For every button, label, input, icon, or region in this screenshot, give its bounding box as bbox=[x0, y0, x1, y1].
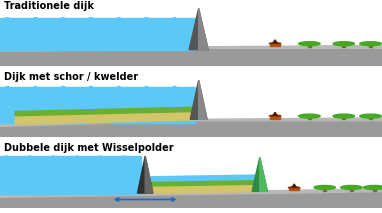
Polygon shape bbox=[0, 87, 195, 123]
Circle shape bbox=[364, 186, 382, 189]
Polygon shape bbox=[151, 184, 256, 193]
Circle shape bbox=[299, 42, 320, 46]
Polygon shape bbox=[260, 157, 267, 191]
Bar bbox=[369, 118, 372, 119]
Polygon shape bbox=[269, 115, 281, 116]
Bar bbox=[350, 189, 353, 191]
Polygon shape bbox=[288, 186, 300, 188]
Polygon shape bbox=[0, 48, 382, 65]
Circle shape bbox=[360, 42, 381, 46]
Polygon shape bbox=[15, 111, 195, 124]
Polygon shape bbox=[0, 47, 199, 51]
Circle shape bbox=[360, 114, 381, 118]
Bar bbox=[343, 118, 345, 119]
Polygon shape bbox=[199, 80, 207, 119]
Polygon shape bbox=[145, 156, 153, 193]
Polygon shape bbox=[190, 80, 207, 119]
Polygon shape bbox=[199, 45, 382, 48]
Polygon shape bbox=[0, 192, 382, 207]
Bar bbox=[323, 189, 326, 191]
Polygon shape bbox=[273, 112, 277, 115]
Circle shape bbox=[314, 186, 335, 189]
Bar bbox=[289, 188, 299, 190]
Circle shape bbox=[333, 114, 354, 118]
Polygon shape bbox=[292, 184, 296, 187]
Circle shape bbox=[341, 186, 362, 189]
Polygon shape bbox=[273, 40, 277, 43]
Circle shape bbox=[299, 114, 320, 118]
Polygon shape bbox=[269, 42, 281, 44]
Polygon shape bbox=[0, 121, 382, 136]
Bar bbox=[308, 45, 311, 47]
Bar bbox=[270, 116, 280, 119]
Bar bbox=[343, 45, 345, 47]
Circle shape bbox=[333, 42, 354, 46]
Polygon shape bbox=[199, 9, 208, 50]
Bar bbox=[373, 189, 376, 191]
Bar bbox=[369, 45, 372, 47]
Polygon shape bbox=[0, 156, 141, 194]
Polygon shape bbox=[151, 181, 256, 186]
Polygon shape bbox=[151, 184, 256, 193]
Polygon shape bbox=[199, 118, 382, 121]
Polygon shape bbox=[151, 175, 256, 189]
Polygon shape bbox=[252, 157, 267, 191]
Bar bbox=[308, 118, 311, 119]
Text: Dijk met schor / kwelder: Dijk met schor / kwelder bbox=[4, 72, 138, 82]
Polygon shape bbox=[0, 118, 199, 126]
Polygon shape bbox=[0, 189, 382, 197]
Polygon shape bbox=[0, 18, 195, 50]
Text: Traditionele dijk: Traditionele dijk bbox=[4, 1, 94, 12]
Bar bbox=[270, 44, 280, 46]
Polygon shape bbox=[189, 9, 208, 50]
Polygon shape bbox=[138, 156, 153, 193]
Polygon shape bbox=[15, 107, 195, 116]
Text: Dubbele dijk met Wisselpolder: Dubbele dijk met Wisselpolder bbox=[4, 143, 173, 153]
